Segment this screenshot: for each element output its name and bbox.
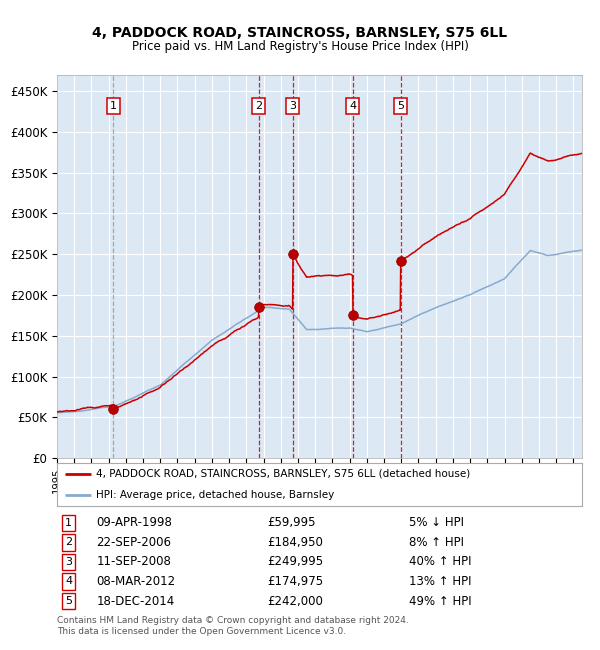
Text: 1: 1 — [65, 518, 72, 528]
Text: 40% ↑ HPI: 40% ↑ HPI — [409, 556, 471, 569]
Text: 4: 4 — [349, 101, 356, 111]
Text: 4, PADDOCK ROAD, STAINCROSS, BARNSLEY, S75 6LL: 4, PADDOCK ROAD, STAINCROSS, BARNSLEY, S… — [92, 26, 508, 40]
Text: This data is licensed under the Open Government Licence v3.0.: This data is licensed under the Open Gov… — [57, 627, 346, 636]
Text: 2: 2 — [255, 101, 262, 111]
Text: 4, PADDOCK ROAD, STAINCROSS, BARNSLEY, S75 6LL (detached house): 4, PADDOCK ROAD, STAINCROSS, BARNSLEY, S… — [97, 469, 470, 479]
Text: 4: 4 — [65, 577, 72, 586]
Text: 2: 2 — [65, 538, 72, 547]
Text: £59,995: £59,995 — [267, 517, 316, 530]
Text: £242,000: £242,000 — [267, 595, 323, 608]
Text: 09-APR-1998: 09-APR-1998 — [97, 517, 172, 530]
Text: 8% ↑ HPI: 8% ↑ HPI — [409, 536, 464, 549]
Text: 3: 3 — [289, 101, 296, 111]
Text: 5: 5 — [65, 596, 72, 606]
Text: 5: 5 — [397, 101, 404, 111]
Text: 3: 3 — [65, 557, 72, 567]
Text: £249,995: £249,995 — [267, 556, 323, 569]
Text: 1: 1 — [110, 101, 117, 111]
Text: £184,950: £184,950 — [267, 536, 323, 549]
Text: £174,975: £174,975 — [267, 575, 323, 588]
Text: 49% ↑ HPI: 49% ↑ HPI — [409, 595, 472, 608]
Text: Price paid vs. HM Land Registry's House Price Index (HPI): Price paid vs. HM Land Registry's House … — [131, 40, 469, 53]
Text: 5% ↓ HPI: 5% ↓ HPI — [409, 517, 464, 530]
Text: 13% ↑ HPI: 13% ↑ HPI — [409, 575, 471, 588]
Text: 11-SEP-2008: 11-SEP-2008 — [97, 556, 171, 569]
Text: Contains HM Land Registry data © Crown copyright and database right 2024.: Contains HM Land Registry data © Crown c… — [57, 616, 409, 625]
Text: 18-DEC-2014: 18-DEC-2014 — [97, 595, 175, 608]
Text: HPI: Average price, detached house, Barnsley: HPI: Average price, detached house, Barn… — [97, 489, 335, 500]
Text: 22-SEP-2006: 22-SEP-2006 — [97, 536, 172, 549]
Text: 08-MAR-2012: 08-MAR-2012 — [97, 575, 176, 588]
